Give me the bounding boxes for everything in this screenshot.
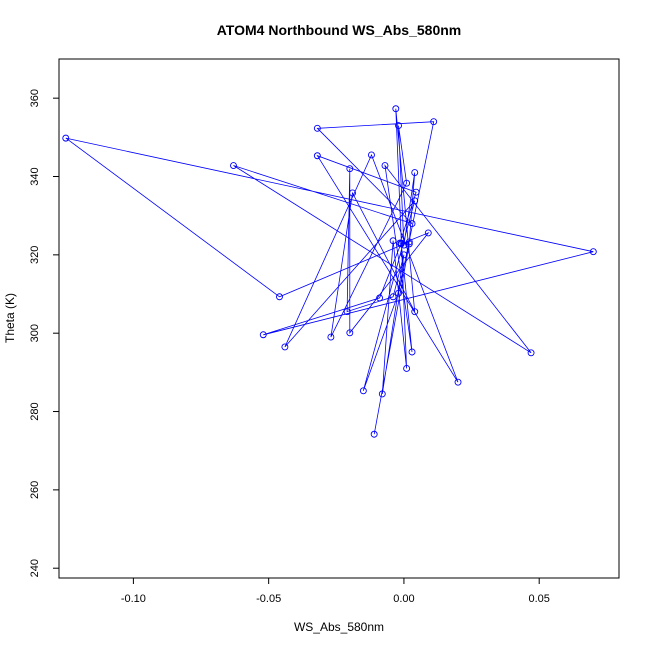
data-point	[327, 333, 335, 341]
data-point	[368, 151, 375, 159]
y-tick-label: 240	[29, 559, 41, 577]
data-point	[400, 251, 408, 259]
data-point	[62, 134, 70, 142]
data-point	[313, 124, 321, 132]
y-axis: 240 260 280 300 320 340 360	[29, 89, 59, 577]
data-point	[346, 329, 354, 337]
x-tick-label: -0.10	[121, 593, 146, 605]
y-axis-label: Theta (K)	[3, 293, 17, 343]
data-point	[259, 331, 267, 339]
data-point	[349, 189, 356, 197]
data-point	[589, 248, 597, 256]
data-point	[412, 188, 420, 196]
data-point	[359, 387, 367, 395]
data-point	[424, 229, 432, 237]
data-point	[395, 122, 402, 130]
chart-title: ATOM4 Northbound WS_Abs_580nm	[217, 22, 462, 38]
data-point	[395, 289, 402, 297]
data-point	[281, 343, 289, 351]
data-point	[346, 165, 354, 173]
y-tick-label: 280	[29, 402, 41, 420]
data-point	[397, 240, 405, 248]
data-point	[381, 162, 389, 169]
data-point	[370, 430, 378, 438]
data-point	[376, 294, 384, 302]
y-tick-label: 340	[29, 167, 41, 185]
data-point	[527, 349, 535, 357]
x-tick-label: 0.00	[393, 593, 414, 605]
y-tick-label: 320	[29, 246, 41, 264]
plot-frame	[58, 58, 620, 579]
y-tick-label: 300	[29, 324, 41, 342]
data-point	[408, 348, 416, 356]
y-tick-label: 260	[29, 481, 41, 499]
data-point	[411, 169, 419, 177]
data-point	[454, 378, 462, 386]
x-axis: -0.10 -0.05 0.00 0.05	[121, 578, 550, 605]
x-axis-label: WS_Abs_580nm	[294, 620, 384, 634]
data-point	[343, 308, 351, 316]
data-point	[405, 238, 413, 246]
data-point	[230, 162, 237, 169]
data-point	[389, 237, 397, 245]
data-point	[276, 293, 283, 301]
data-point	[411, 197, 419, 205]
data-point	[430, 118, 438, 126]
series-line	[65, 108, 594, 435]
data-point	[313, 152, 321, 160]
data-point	[403, 179, 411, 187]
y-tick-label: 360	[29, 89, 41, 107]
x-tick-label: 0.05	[528, 593, 549, 605]
data-point	[411, 308, 419, 316]
data-point	[378, 390, 386, 398]
data-point	[408, 220, 416, 227]
data-point	[392, 105, 400, 113]
data-point	[389, 293, 397, 301]
x-tick-label: -0.05	[256, 593, 281, 605]
series-layer	[62, 105, 597, 438]
data-point	[403, 364, 411, 372]
